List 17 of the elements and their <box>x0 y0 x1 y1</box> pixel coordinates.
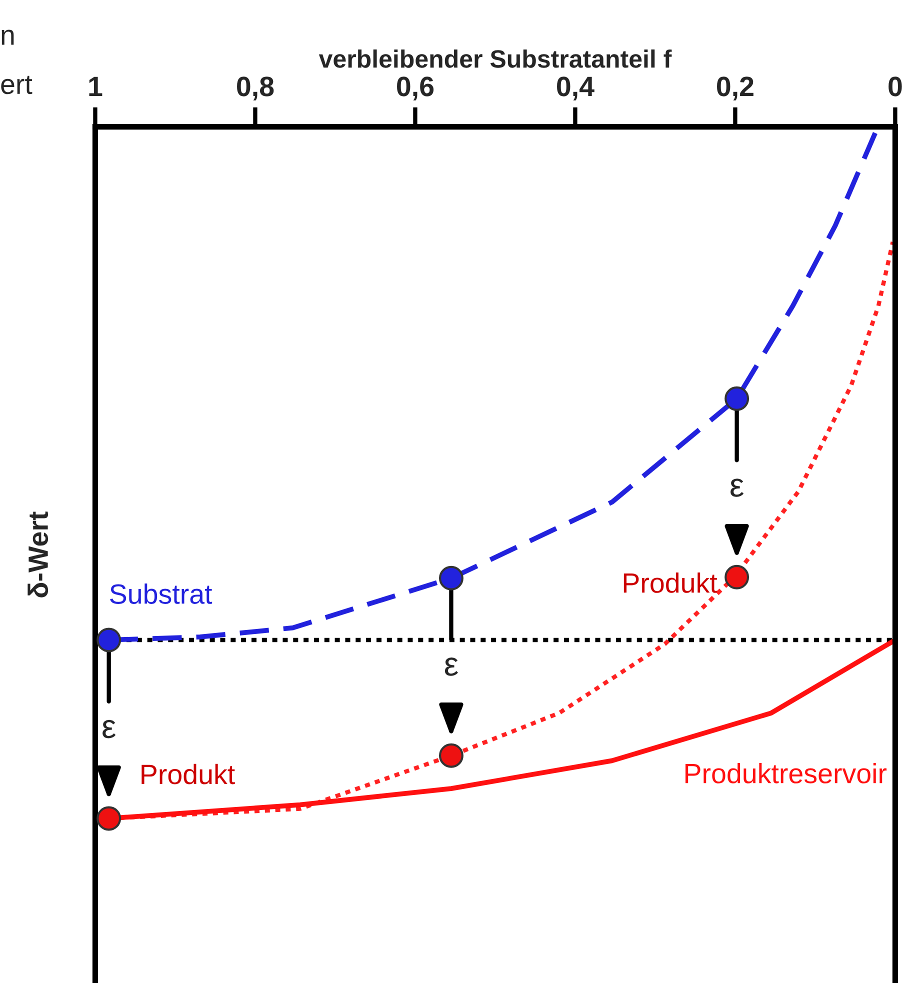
x-tick-label: 1 <box>89 76 102 96</box>
x-axis-title: verbleibender Substratanteil f <box>318 49 672 68</box>
annotation: Produkt <box>624 572 718 593</box>
y-axis-title: δ-Wert <box>28 512 48 598</box>
annotation: ε <box>730 478 744 497</box>
annotation: ε <box>102 720 116 738</box>
text: ert <box>1 76 32 94</box>
series-label: Substrat <box>110 584 212 604</box>
x-tick-label: 0 <box>888 76 902 96</box>
series-label: Produktreservoir <box>686 763 887 784</box>
x-tick-label: 0,2 <box>717 76 754 100</box>
x-tick-label: 0,8 <box>237 76 274 100</box>
annotation: ε <box>444 658 458 676</box>
x-tick-label: 0,6 <box>397 76 434 100</box>
x-tick-label: 0,4 <box>557 76 594 100</box>
text: n <box>2 30 14 45</box>
annotation: Produkt <box>142 764 235 784</box>
